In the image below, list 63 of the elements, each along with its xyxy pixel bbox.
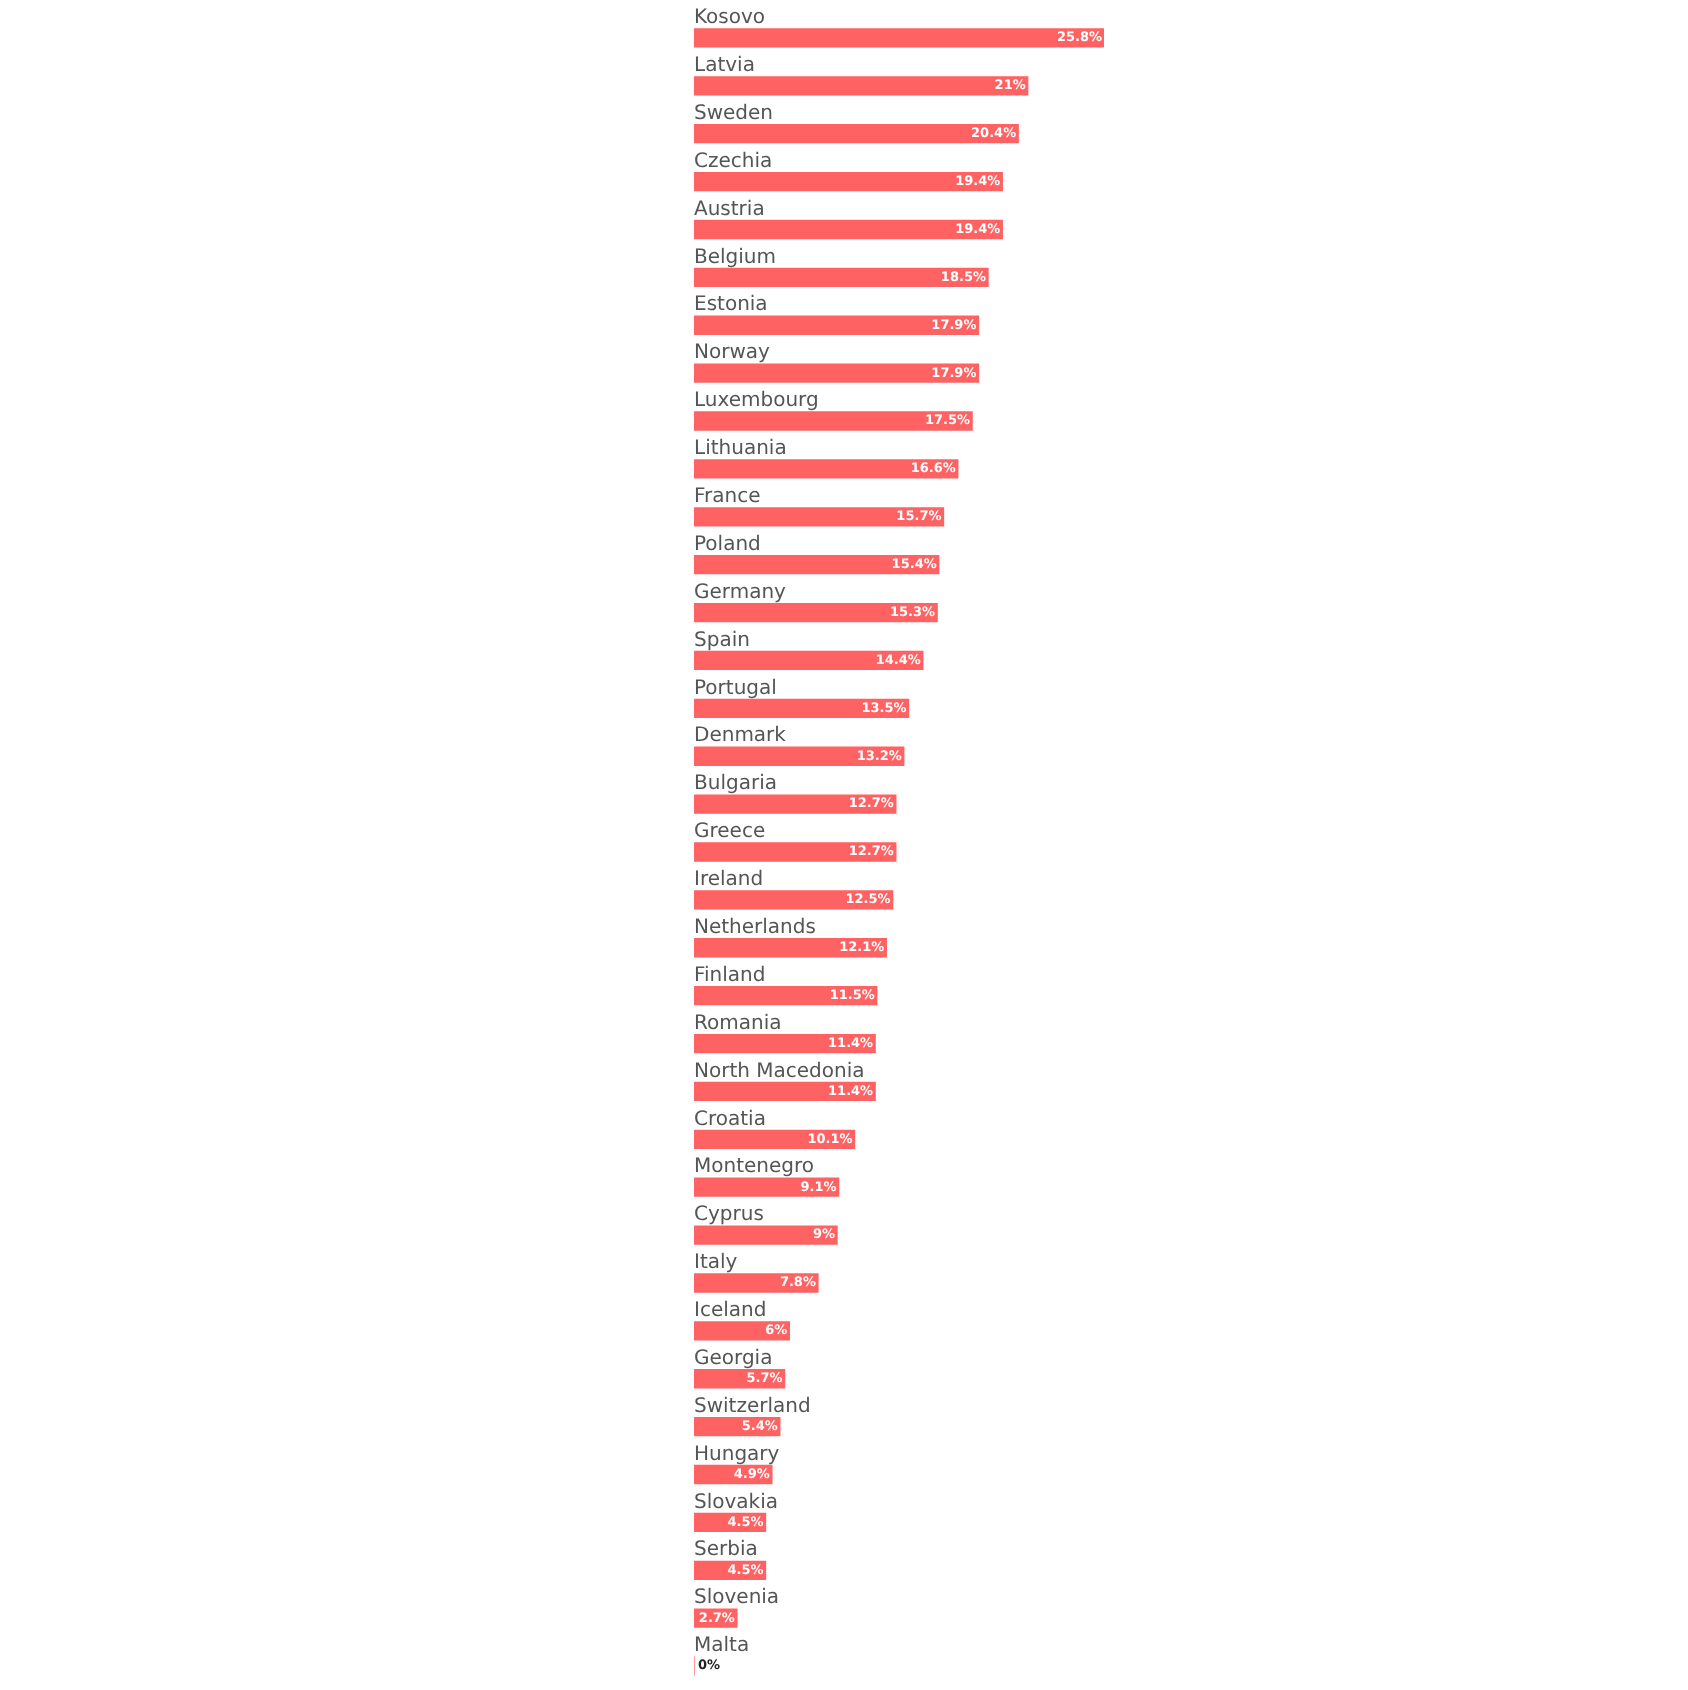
bar <box>694 219 1003 240</box>
y-tick-label: Netherlands <box>694 916 816 939</box>
y-tick-label: Finland <box>694 964 766 987</box>
y-tick-label: Malta <box>694 1635 750 1658</box>
y-tick-label: Latvia <box>694 55 755 78</box>
y-tick-label: Montenegro <box>694 1156 815 1179</box>
y-tick-label: Slovenia <box>694 1587 780 1610</box>
bar <box>694 124 1019 144</box>
bar <box>694 507 945 527</box>
y-tick-label: Hungary <box>694 1443 780 1466</box>
y-tick-label: Iceland <box>694 1300 767 1323</box>
bar <box>694 650 924 671</box>
y-tick-label: France <box>694 485 761 508</box>
bar <box>694 1033 876 1054</box>
y-tick-label: Bulgaria <box>694 773 777 796</box>
bar <box>694 746 905 766</box>
bar <box>694 938 887 958</box>
y-tick-label: Spain <box>694 629 750 652</box>
y-tick-label: Estonia <box>694 294 768 317</box>
y-tick-label: Lithuania <box>694 438 787 461</box>
y-tick-label: Portugal <box>694 677 777 700</box>
bar <box>694 459 959 479</box>
y-tick-label: Serbia <box>694 1539 758 1562</box>
bar <box>694 171 1003 192</box>
bar <box>694 794 897 814</box>
bar <box>694 363 980 383</box>
y-tick-label: Georgia <box>694 1347 773 1370</box>
bar <box>694 315 980 335</box>
bar <box>694 1177 840 1197</box>
bar <box>694 411 973 431</box>
y-tick-label: Norway <box>694 342 771 365</box>
bar <box>694 986 878 1006</box>
bar <box>694 76 1029 96</box>
bar <box>694 1081 876 1102</box>
y-tick-label: North Macedonia <box>694 1060 865 1083</box>
y-tick-label: Slovakia <box>694 1491 778 1514</box>
y-tick-label: Romania <box>694 1012 782 1035</box>
y-tick-label: Luxembourg <box>694 390 819 413</box>
y-tick-label: Switzerland <box>694 1395 811 1418</box>
bar <box>694 842 897 862</box>
y-tick-label: Denmark <box>694 725 787 748</box>
y-tick-label: Cyprus <box>694 1204 764 1227</box>
y-tick-label: Czechia <box>694 150 773 173</box>
bar <box>694 1321 791 1341</box>
y-tick-label: Austria <box>694 198 765 221</box>
bar <box>694 890 894 910</box>
y-tick-label: Sweden <box>694 102 774 125</box>
bar <box>694 267 989 288</box>
y-tick-label: Croatia <box>694 1108 766 1131</box>
y-tick-label: Belgium <box>694 246 776 269</box>
bar <box>694 1273 819 1293</box>
y-tick-label: Germany <box>694 581 787 604</box>
y-tick-label: Kosovo <box>694 7 766 30</box>
bar <box>694 1225 838 1245</box>
y-tick-label: Ireland <box>694 869 764 892</box>
bar <box>694 555 940 575</box>
bar <box>694 1129 856 1149</box>
bar <box>694 698 910 718</box>
bar <box>694 602 938 623</box>
bar <box>694 28 1104 48</box>
y-tick-label: Italy <box>694 1252 738 1275</box>
y-tick-label: Poland <box>694 533 761 556</box>
y-tick-label: Greece <box>694 821 766 844</box>
